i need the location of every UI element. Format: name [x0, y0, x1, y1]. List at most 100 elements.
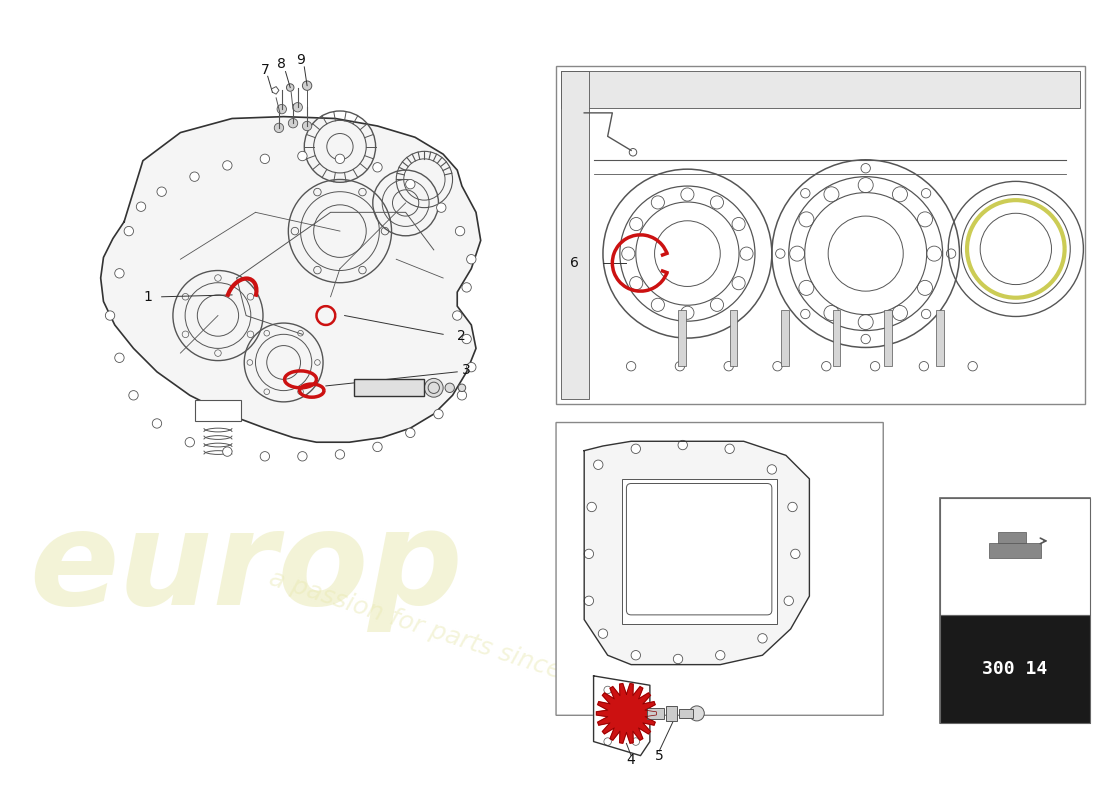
Circle shape	[302, 81, 311, 90]
Circle shape	[124, 226, 133, 236]
Circle shape	[617, 704, 636, 722]
Circle shape	[604, 738, 612, 746]
Circle shape	[336, 450, 344, 459]
Circle shape	[406, 428, 415, 438]
Bar	[647, 708, 664, 719]
Circle shape	[725, 444, 735, 454]
Text: 7: 7	[261, 62, 270, 77]
Circle shape	[598, 629, 607, 638]
Circle shape	[673, 654, 683, 664]
Circle shape	[587, 502, 596, 512]
Circle shape	[466, 362, 476, 372]
Circle shape	[446, 383, 454, 393]
Polygon shape	[596, 684, 657, 743]
Text: 300 14: 300 14	[982, 660, 1047, 678]
Bar	[195, 400, 241, 421]
Circle shape	[452, 311, 462, 320]
Circle shape	[822, 362, 830, 371]
Circle shape	[632, 738, 639, 746]
Circle shape	[261, 154, 270, 163]
Text: 6: 6	[571, 256, 580, 270]
Bar	[781, 310, 789, 366]
Circle shape	[584, 549, 594, 558]
Text: 3: 3	[462, 363, 471, 377]
Circle shape	[136, 202, 145, 211]
Circle shape	[968, 362, 978, 371]
Circle shape	[724, 362, 734, 371]
Circle shape	[604, 686, 612, 694]
Bar	[884, 310, 892, 366]
Circle shape	[675, 362, 684, 371]
Text: 1: 1	[143, 290, 152, 304]
Circle shape	[678, 440, 688, 450]
Circle shape	[716, 650, 725, 660]
Bar	[989, 542, 1041, 558]
Circle shape	[594, 460, 603, 470]
Circle shape	[437, 203, 446, 212]
Bar	[354, 379, 425, 396]
FancyBboxPatch shape	[556, 422, 883, 715]
Circle shape	[631, 444, 640, 454]
Bar	[561, 70, 1080, 108]
Circle shape	[190, 172, 199, 182]
Circle shape	[277, 105, 286, 114]
Bar	[940, 498, 1090, 614]
Polygon shape	[584, 442, 810, 665]
Bar	[679, 709, 693, 718]
Circle shape	[920, 362, 928, 371]
Circle shape	[690, 706, 704, 721]
Circle shape	[288, 118, 298, 128]
Circle shape	[373, 162, 382, 172]
Bar	[940, 614, 1090, 722]
Polygon shape	[101, 117, 481, 442]
Circle shape	[157, 187, 166, 196]
Polygon shape	[594, 676, 650, 756]
Text: a passion for parts since: a passion for parts since	[266, 566, 564, 684]
Text: 4: 4	[627, 754, 636, 767]
Circle shape	[459, 384, 465, 391]
Bar	[833, 310, 840, 366]
Text: europ: europ	[30, 506, 463, 633]
Circle shape	[286, 84, 294, 91]
Bar	[666, 706, 678, 721]
Circle shape	[298, 452, 307, 461]
Text: 8: 8	[277, 57, 286, 71]
Bar	[556, 66, 1085, 404]
Circle shape	[114, 269, 124, 278]
Circle shape	[788, 502, 798, 512]
Bar	[729, 310, 737, 366]
Circle shape	[455, 226, 464, 236]
Circle shape	[631, 650, 640, 660]
Circle shape	[336, 154, 344, 163]
Circle shape	[626, 362, 636, 371]
Circle shape	[106, 311, 114, 320]
Text: 5: 5	[654, 749, 663, 762]
Bar	[998, 531, 1026, 542]
Circle shape	[261, 452, 270, 461]
Circle shape	[373, 442, 382, 452]
Circle shape	[773, 362, 782, 371]
Circle shape	[274, 123, 284, 133]
Bar	[936, 310, 944, 366]
Circle shape	[466, 254, 476, 264]
Circle shape	[302, 122, 311, 130]
Text: 9: 9	[296, 54, 305, 67]
Circle shape	[767, 465, 777, 474]
Circle shape	[433, 410, 443, 418]
Circle shape	[870, 362, 880, 371]
Circle shape	[458, 390, 466, 400]
Circle shape	[462, 334, 471, 344]
Circle shape	[210, 403, 225, 418]
Circle shape	[621, 709, 631, 718]
Circle shape	[152, 418, 162, 428]
FancyBboxPatch shape	[626, 483, 772, 615]
Bar	[621, 479, 777, 624]
Circle shape	[298, 151, 307, 161]
Circle shape	[425, 378, 443, 397]
Circle shape	[129, 390, 139, 400]
Circle shape	[222, 447, 232, 456]
Circle shape	[784, 596, 793, 606]
Circle shape	[114, 353, 124, 362]
Circle shape	[462, 282, 471, 292]
Bar	[561, 70, 588, 399]
